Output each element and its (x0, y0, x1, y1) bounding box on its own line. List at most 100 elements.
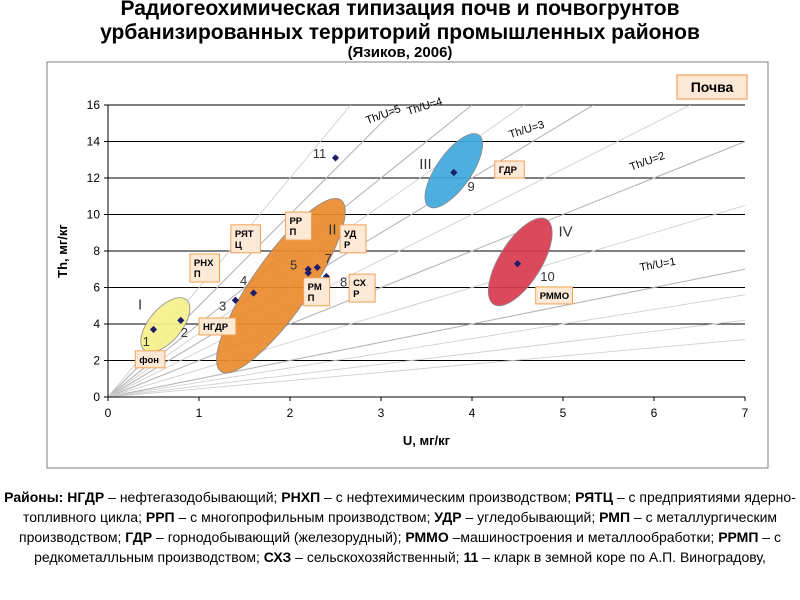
chart-frame (46, 61, 769, 469)
y-tick-label: 4 (93, 317, 100, 331)
point-number: 9 (467, 179, 474, 194)
point-number: 1 (143, 334, 150, 349)
district-label: Р (344, 240, 351, 251)
y-tick-label: 12 (87, 171, 101, 185)
district-label: П (194, 269, 201, 280)
ratio-line (108, 204, 745, 397)
y-tick-label: 6 (93, 281, 100, 295)
x-tick-label: 7 (742, 406, 749, 420)
scatter-chart: Th/U=5 Th/U=4Th/U=3Th/U=2Th/U=1IIIIIIIV12… (46, 61, 769, 469)
y-axis-title: Th, мг/кг (55, 224, 70, 278)
y-tick-label: 8 (93, 244, 100, 258)
district-label: фон (139, 355, 159, 366)
caption-desc: – кларк в земной коре по А.П. Виноградов… (478, 549, 766, 565)
caption-lead: Районы: (4, 489, 64, 505)
group-label: II (328, 222, 336, 239)
caption-abbr: РЯТЦ (575, 489, 613, 505)
ratio-line (108, 268, 745, 397)
caption-abbr: ГДР (125, 529, 153, 545)
district-label: СХ (353, 278, 366, 289)
y-tick-label: 2 (93, 354, 100, 368)
caption-desc: – угледобывающий; (461, 509, 600, 525)
x-tick-label: 5 (560, 406, 567, 420)
y-tick-label: 16 (87, 98, 101, 112)
data-point (177, 316, 185, 324)
district-label-box (303, 277, 331, 307)
caption-abbr: РРП (145, 509, 175, 525)
district-label-box (230, 224, 261, 254)
caption-abbr: УДР (434, 509, 462, 525)
point-number: 3 (219, 298, 226, 313)
title-author-year: (Язиков, 2006) (347, 44, 453, 61)
caption-desc: – с металлургическим производством; (19, 509, 778, 545)
district-label-box (284, 211, 312, 241)
district-label-box (189, 253, 220, 283)
legend-box (676, 74, 748, 100)
caption-desc: – горнодобывающий (железорудный); (152, 529, 406, 545)
caption-abbr: РММО (405, 529, 449, 545)
district-label-box (348, 273, 376, 303)
caption-abbr: 11 (463, 549, 479, 565)
district-label: ГДР (499, 165, 518, 176)
caption-desc: – сельскохозяйственный; (291, 549, 464, 565)
data-point (322, 272, 330, 281)
ratio-line (108, 294, 745, 397)
point-number: 8 (340, 275, 347, 290)
caption-desc: – с нефтехимическим производством; (320, 489, 576, 505)
y-tick-label: 10 (87, 208, 101, 222)
data-point (450, 168, 458, 177)
group-label: IV (558, 223, 572, 240)
district-label: РЯТ (235, 229, 254, 240)
point-number: 10 (540, 269, 554, 284)
legend-label: Почва (691, 79, 734, 95)
title-line-2: урбанизированных территорий промышленных… (100, 21, 700, 44)
data-point (149, 325, 158, 334)
x-tick-label: 6 (651, 406, 658, 420)
district-label-box (339, 224, 367, 254)
data-point (331, 154, 340, 162)
district-label-box (134, 350, 166, 369)
caption-abbr: РМП (599, 509, 631, 525)
x-tick-label: 1 (196, 406, 203, 420)
district-label: П (289, 227, 296, 238)
x-tick-label: 2 (287, 406, 294, 420)
point-number: 7 (325, 251, 332, 266)
caption-desc: – с предприятиями ядерно-топливного цикл… (22, 489, 796, 525)
caption-abbr: СХЗ (263, 549, 292, 565)
caption-abbr: РНХП (281, 489, 321, 505)
group-label: III (419, 156, 432, 173)
point-number: 5 (290, 257, 297, 272)
group-ellipse (487, 217, 553, 307)
districts-caption: Районы: НГДР – нефтегазодобывающий; РНХП… (0, 487, 800, 567)
ratio-line (108, 140, 745, 397)
ratio-line (108, 339, 745, 397)
point-number: 4 (240, 273, 247, 288)
district-label: Р (353, 289, 360, 300)
district-label: НГДР (203, 322, 229, 333)
data-point (313, 263, 321, 272)
data-point (304, 265, 312, 273)
x-tick-label: 3 (378, 406, 385, 420)
district-label: РМ (308, 282, 322, 293)
district-label: РММО (540, 291, 569, 302)
group-label: I (138, 296, 142, 313)
caption-desc: – нефтегазодобывающий; (104, 489, 282, 505)
x-tick-label: 4 (469, 406, 476, 420)
caption-desc: – с редкометалльным производством; (34, 529, 781, 565)
caption-desc: – с многопрофильным производством; (174, 509, 435, 525)
chart-area: Th/U=5 Th/U=4 Th/U=3 Th/U=2 Th/U=1 I II III IV 1 2… (45, 60, 770, 470)
x-axis-title: U, мг/кг (403, 433, 451, 448)
district-label: РНХ (194, 258, 214, 269)
caption-abbr: РРМП (718, 529, 759, 545)
ratio-line (108, 319, 745, 397)
district-label-box (494, 160, 525, 179)
x-tick-label: 0 (105, 406, 112, 420)
district-label-box (198, 317, 237, 336)
caption-desc: –машиностроения и металлообработки; (448, 529, 719, 545)
district-label: РР (289, 216, 302, 227)
group-ellipse (140, 297, 191, 353)
point-number: 2 (181, 325, 188, 340)
ratio-line (108, 105, 691, 397)
district-label: П (308, 293, 315, 304)
point-number: 11 (313, 146, 327, 161)
